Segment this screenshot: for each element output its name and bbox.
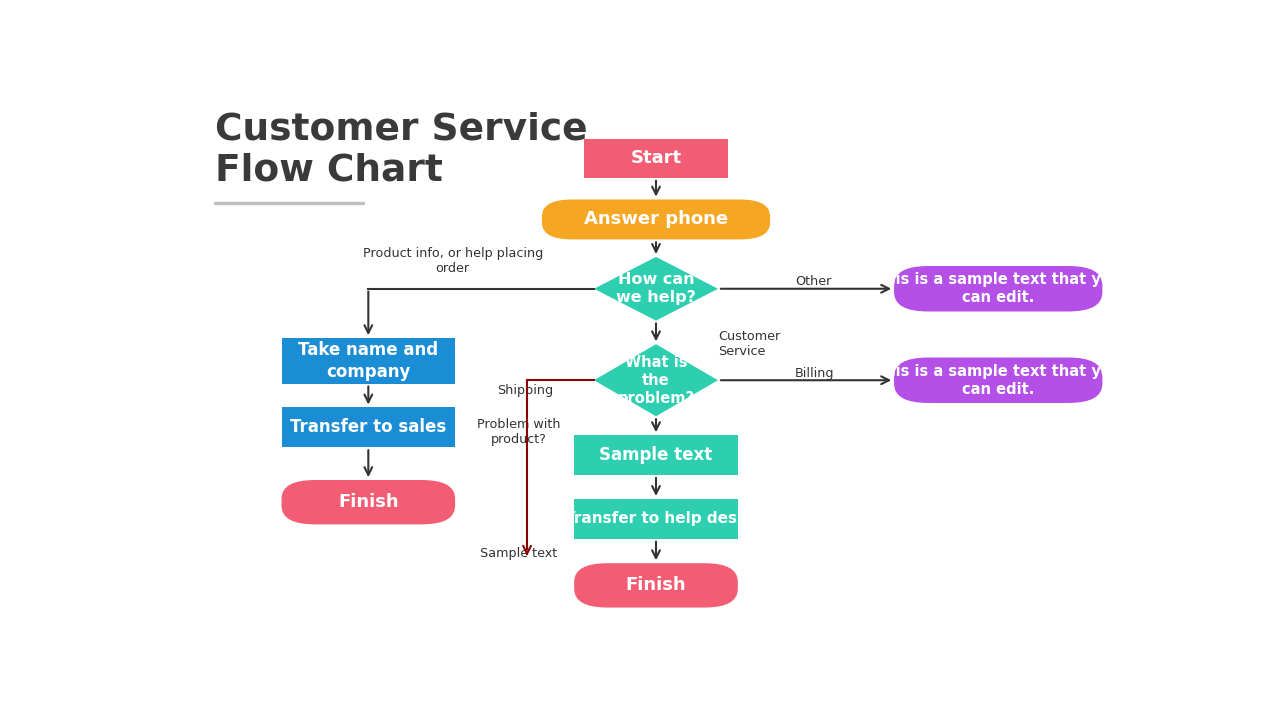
Text: What is
the
problem?: What is the problem? bbox=[617, 355, 695, 406]
Text: Answer phone: Answer phone bbox=[584, 210, 728, 228]
Text: Transfer to sales: Transfer to sales bbox=[291, 418, 447, 436]
Text: Other: Other bbox=[795, 275, 831, 288]
Text: Shipping: Shipping bbox=[497, 384, 553, 397]
Text: How can
we help?: How can we help? bbox=[616, 272, 696, 305]
Text: Problem with
product?: Problem with product? bbox=[477, 418, 561, 446]
Text: Billing: Billing bbox=[795, 366, 835, 379]
Text: Take name and
company: Take name and company bbox=[298, 341, 438, 381]
FancyBboxPatch shape bbox=[575, 563, 737, 608]
Text: Customer
Service: Customer Service bbox=[718, 330, 781, 358]
Text: Sample text: Sample text bbox=[599, 446, 713, 464]
Text: Flow Chart: Flow Chart bbox=[215, 153, 443, 189]
Text: This is a sample text that you
can edit.: This is a sample text that you can edit. bbox=[876, 272, 1121, 305]
Text: This is a sample text that you
can edit.: This is a sample text that you can edit. bbox=[876, 364, 1121, 397]
Text: Start: Start bbox=[631, 150, 681, 168]
FancyBboxPatch shape bbox=[541, 199, 771, 240]
Bar bbox=[575, 435, 737, 475]
Bar bbox=[282, 408, 456, 447]
Text: Finish: Finish bbox=[626, 576, 686, 595]
Text: Customer Service: Customer Service bbox=[215, 112, 588, 148]
Bar bbox=[584, 139, 728, 178]
Polygon shape bbox=[594, 257, 718, 320]
FancyBboxPatch shape bbox=[895, 266, 1102, 312]
Text: Product info, or help placing
order: Product info, or help placing order bbox=[362, 247, 543, 275]
Bar bbox=[282, 338, 456, 384]
Polygon shape bbox=[594, 344, 718, 416]
FancyBboxPatch shape bbox=[282, 480, 456, 524]
FancyBboxPatch shape bbox=[895, 358, 1102, 403]
Text: Transfer to help desk: Transfer to help desk bbox=[564, 511, 748, 526]
Bar bbox=[575, 499, 737, 539]
Text: Finish: Finish bbox=[338, 493, 398, 511]
Text: Sample text: Sample text bbox=[480, 546, 558, 559]
